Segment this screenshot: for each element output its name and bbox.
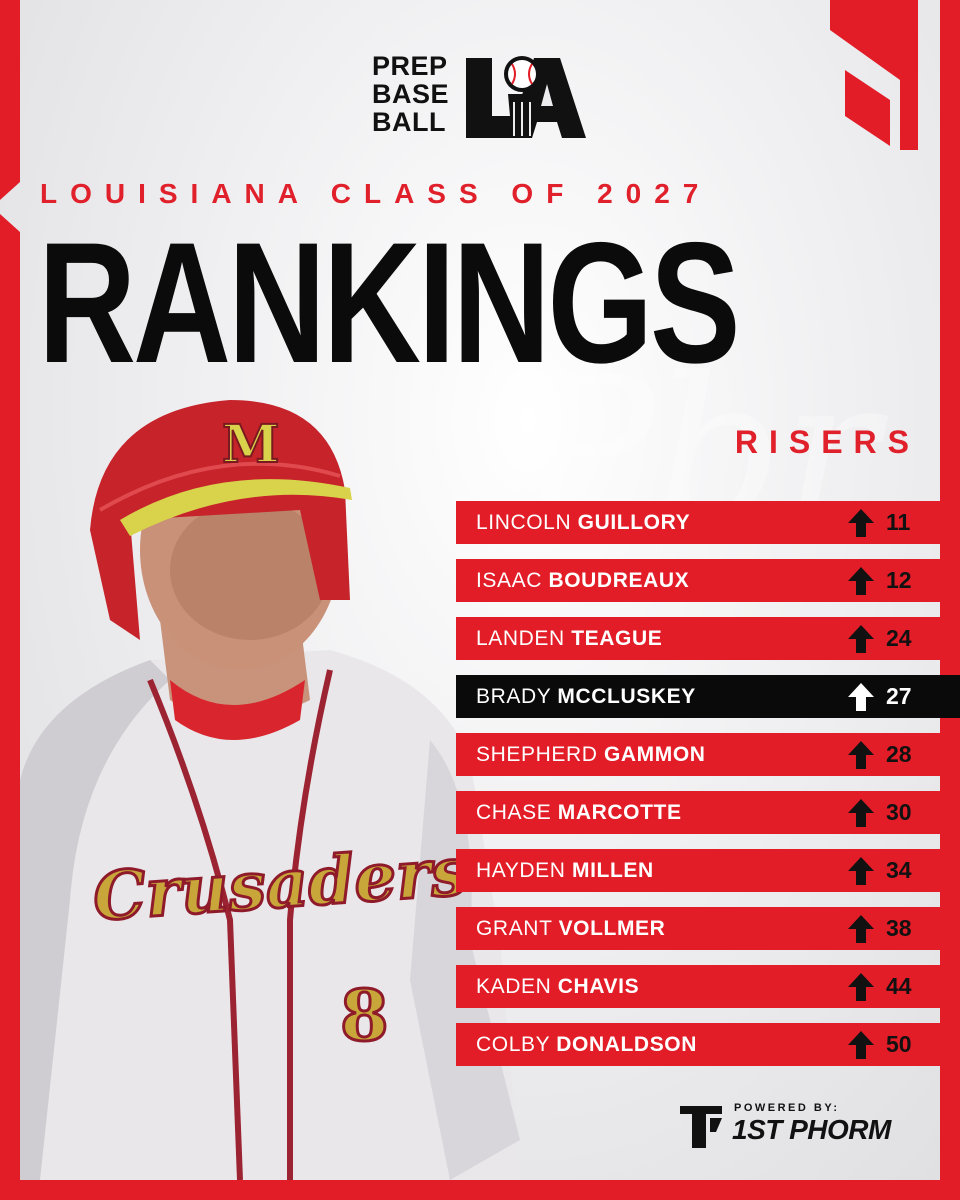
- player-first-name: HAYDEN: [476, 859, 566, 882]
- logo-line-prep: PREP: [372, 51, 448, 81]
- rank-number: 27: [886, 683, 912, 709]
- ranking-row: HAYDEN MILLEN 34: [456, 849, 960, 892]
- rank-number: 50: [886, 1031, 912, 1057]
- arrow-up-icon: [848, 1031, 874, 1059]
- player-last-name: TEAGUE: [571, 627, 663, 650]
- player-first-name: SHEPHERD: [476, 743, 598, 766]
- helmet-letter-text: M: [222, 414, 280, 475]
- player-first-name: LANDEN: [476, 627, 565, 650]
- arrow-up-icon: [848, 683, 874, 711]
- player-name: LANDEN TEAGUE: [476, 617, 662, 660]
- arrow-up-icon: [848, 857, 874, 885]
- player-first-name: COLBY: [476, 1033, 550, 1056]
- arrow-up-icon: [848, 915, 874, 943]
- player-last-name: MILLEN: [572, 859, 654, 882]
- arrow-up-icon: [848, 973, 874, 1001]
- rank-number: 38: [886, 915, 912, 941]
- player-name: LINCOLN GUILLORY: [476, 501, 690, 544]
- player-name: CHASE MARCOTTE: [476, 791, 682, 834]
- risers-tag: RISERS: [734, 424, 920, 460]
- sponsor-brand-name: 1ST PHORM: [732, 1114, 891, 1145]
- rank-number: 28: [886, 741, 912, 767]
- player-photo: Crusaders 8 M: [20, 400, 520, 1180]
- logo-wordmark: PREP BASE BALL: [372, 52, 462, 136]
- player-first-name: CHASE: [476, 801, 552, 824]
- title-wrapper: RANKINGS: [38, 208, 928, 398]
- ranking-row: SHEPHERD GAMMON 28: [456, 733, 960, 776]
- rankings-list: LINCOLN GUILLORY 11 ISAAC BOUDREAUX 12 LANDE…: [456, 501, 960, 1081]
- la-logo-mark-icon: [466, 56, 586, 138]
- player-name: SHEPHERD GAMMON: [476, 733, 706, 776]
- player-name: COLBY DONALDSON: [476, 1023, 697, 1066]
- player-last-name: MARCOTTE: [557, 801, 682, 824]
- player-name: KADEN CHAVIS: [476, 965, 639, 1008]
- prep-baseball-logo: PREP BASE BALL: [372, 52, 592, 144]
- logo-line-ball: BALL: [372, 107, 446, 137]
- player-name: BRADY MCCLUSKEY: [476, 675, 696, 718]
- player-last-name: MCCLUSKEY: [557, 685, 696, 708]
- ranking-row: LANDEN TEAGUE 24: [456, 617, 960, 660]
- rank-number: 34: [886, 857, 912, 883]
- ranking-row: LINCOLN GUILLORY 11: [456, 501, 960, 544]
- logo-line-base: BASE: [372, 79, 450, 109]
- player-first-name: BRADY: [476, 685, 551, 708]
- player-last-name: GAMMON: [603, 743, 706, 766]
- player-last-name: VOLLMER: [558, 917, 666, 940]
- ranking-row: ISAAC BOUDREAUX 12: [456, 559, 960, 602]
- ranking-row: CHASE MARCOTTE 30: [456, 791, 960, 834]
- player-last-name: BOUDREAUX: [548, 569, 690, 592]
- arrow-up-icon: [848, 799, 874, 827]
- sponsor-lockup: POWERED BY: 1ST PHORM: [676, 1098, 926, 1158]
- rank-number: 24: [886, 625, 912, 651]
- player-first-name: ISAAC: [476, 569, 543, 592]
- powered-by-label: POWERED BY:: [734, 1102, 840, 1114]
- rank-number: 12: [886, 567, 912, 593]
- arrow-up-icon: [848, 509, 874, 537]
- jersey-number-text: 8: [340, 974, 389, 1057]
- rank-number: 30: [886, 799, 912, 825]
- rank-number: 11: [886, 509, 911, 535]
- page-title: RANKINGS: [38, 208, 741, 398]
- player-first-name: GRANT: [476, 917, 553, 940]
- class-subtitle: LOUISIANA CLASS OF 2027: [40, 178, 712, 209]
- player-last-name: CHAVIS: [557, 975, 640, 998]
- rank-number: 44: [886, 973, 912, 999]
- ranking-row: KADEN CHAVIS 44: [456, 965, 960, 1008]
- arrow-up-icon: [848, 567, 874, 595]
- player-last-name: DONALDSON: [556, 1033, 697, 1056]
- player-last-name: GUILLORY: [577, 511, 691, 534]
- player-first-name: LINCOLN: [476, 511, 572, 534]
- ranking-row: COLBY DONALDSON 50: [456, 1023, 960, 1066]
- ranking-row: GRANT VOLLMER 38: [456, 907, 960, 950]
- arrow-up-icon: [848, 741, 874, 769]
- phorm-logo-icon: [680, 1106, 722, 1148]
- player-name: GRANT VOLLMER: [476, 907, 665, 950]
- ranking-row: BRADY MCCLUSKEY 27: [456, 675, 960, 718]
- player-name: ISAAC BOUDREAUX: [476, 559, 689, 602]
- player-name: HAYDEN MILLEN: [476, 849, 654, 892]
- player-first-name: KADEN: [476, 975, 552, 998]
- arrow-up-icon: [848, 625, 874, 653]
